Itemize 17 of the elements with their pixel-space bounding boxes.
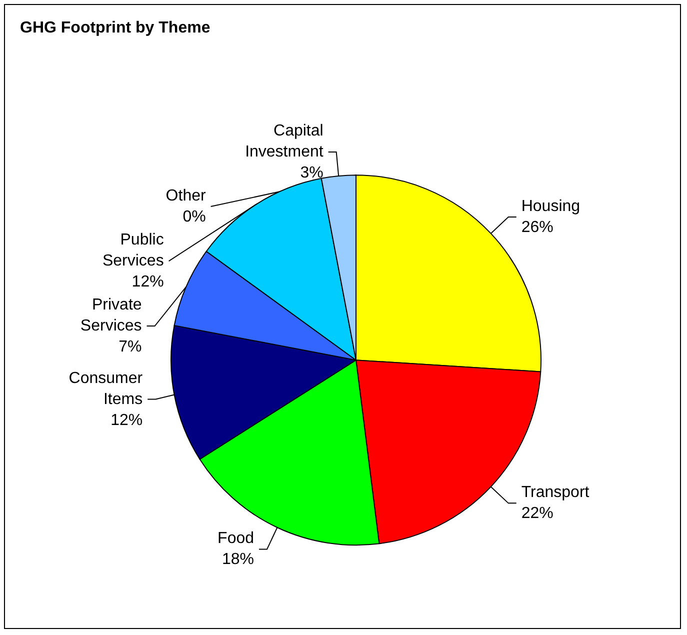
data-label: 12%: [110, 412, 143, 429]
slice-label: Transport: [521, 484, 590, 502]
data-label: 3%: [300, 164, 324, 182]
slice-label: Housing: [521, 198, 580, 216]
slice-label: Food: [218, 530, 254, 548]
slice-label: Private Services: [80, 296, 142, 335]
data-label: 12%: [132, 274, 164, 291]
data-label: 18%: [222, 551, 254, 568]
data-label: 7%: [118, 338, 142, 356]
text: 0%: [182, 208, 206, 226]
slice-label: Consumer Items: [68, 370, 144, 408]
data-label: 26%: [521, 219, 554, 236]
slice-label: Capital Investment: [245, 122, 324, 161]
data-label: 22%: [521, 505, 554, 522]
category-label: Other: [166, 188, 206, 205]
slice-label: Public Services: [102, 232, 164, 270]
chart-title: GHG Footprint by Theme: [20, 20, 210, 36]
